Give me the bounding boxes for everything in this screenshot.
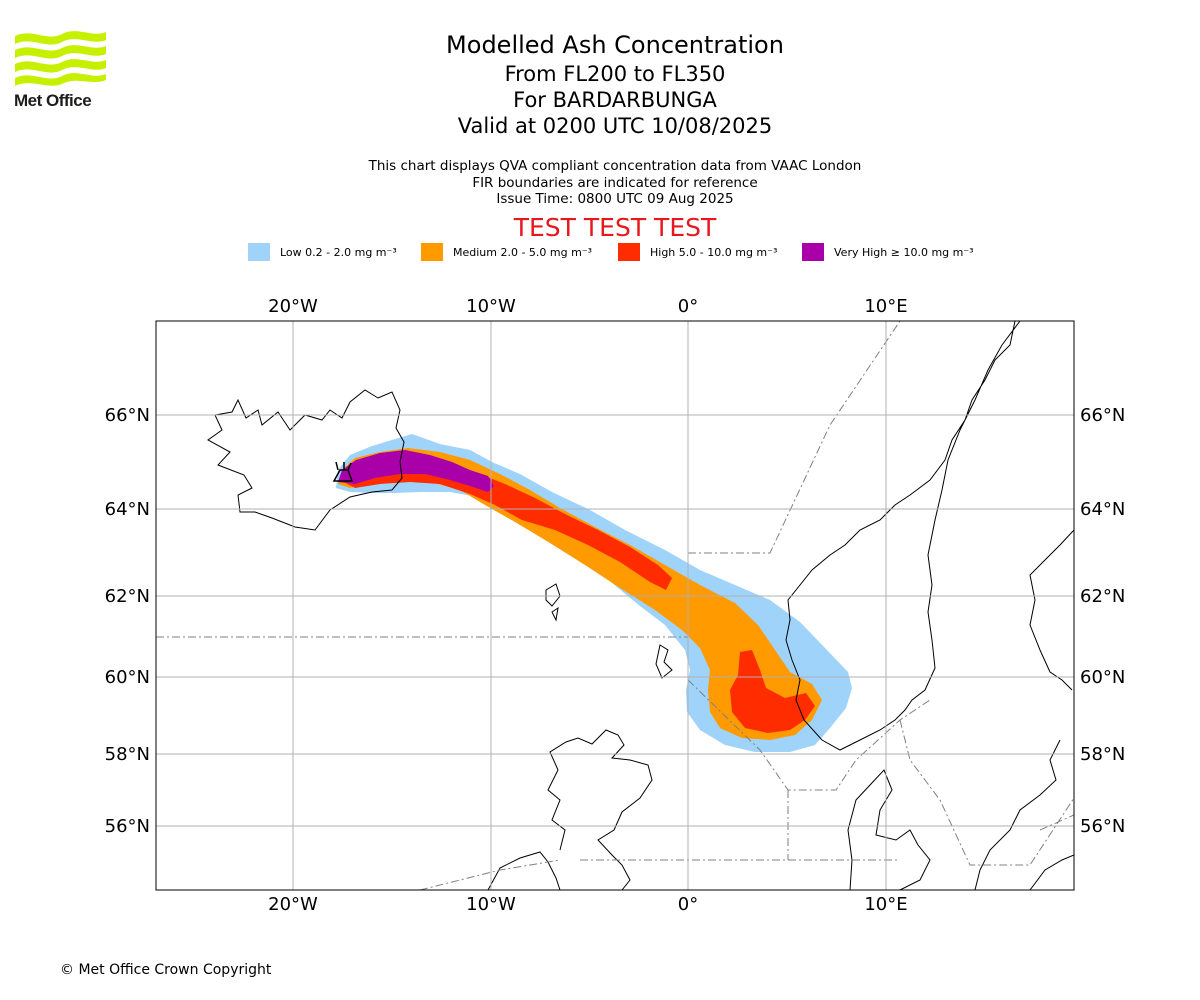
legend-item-very-high: Very High ≥ 10.0 mg m⁻³ [802,243,974,261]
map-frame [155,320,1075,891]
fir-boundary-baltic [899,719,1074,866]
lon-label-bottom-10w: 10°W [466,894,516,915]
chart-title: Modelled Ash Concentration [446,31,784,59]
lat-label-left-58n: 58°N [105,744,150,765]
note-line-3: Issue Time: 0800 UTC 09 Aug 2025 [496,191,734,207]
copyright: © Met Office Crown Copyright [60,962,272,978]
ireland-coastline [487,851,561,890]
legend-swatch-high [618,243,640,261]
sweden-coastline [974,529,1074,890]
valid-time: Valid at 0200 UTC 10/08/2025 [457,114,773,138]
legend-item-low: Low 0.2 - 2.0 mg m⁻³ [248,243,397,261]
denmark-coastline [847,769,931,890]
lat-label-left-62n: 62°N [105,586,150,607]
lat-label-left-64n: 64°N [105,499,150,520]
legend-swatch-medium [421,243,443,261]
logo-text: Met Office [14,91,92,110]
volcano-name: For BARDARBUNGA [513,88,717,112]
lon-label-bottom-10e: 10°E [864,894,907,915]
notes: This chart displays QVA compliant concen… [0,158,1200,208]
legend-item-high: High 5.0 - 10.0 mg m⁻³ [618,243,777,261]
legend-label-very-high: Very High ≥ 10.0 mg m⁻³ [834,245,974,259]
met-office-logo [15,31,106,86]
lat-label-left-66n: 66°N [105,405,150,426]
baltic-coastline [1029,854,1074,890]
lat-label-left-56n: 56°N [105,816,150,837]
lon-label-top-10e: 10°E [864,296,907,317]
volcano-icon [332,461,354,482]
lon-label-top-0: 0° [678,296,698,317]
legend-label-medium: Medium 2.0 - 5.0 mg m⁻³ [453,245,593,259]
level-range: From FL200 to FL350 [504,62,726,86]
note-line-2: FIR boundaries are indicated for referen… [472,174,758,191]
lon-label-top-10w: 10°W [466,296,516,317]
lat-label-right-58n: 58°N [1080,744,1125,765]
fir-boundary-norway [688,321,901,554]
title-block: Modelled Ash Concentration From FL200 to… [0,30,1200,139]
legend-label-low: Low 0.2 - 2.0 mg m⁻³ [280,245,397,259]
shetland-coastline [655,644,673,679]
lat-label-right-56n: 56°N [1080,816,1125,837]
legend-swatch-low [248,243,270,261]
legend-label-high: High 5.0 - 10.0 mg m⁻³ [650,245,778,259]
scotland-coastline [547,729,653,890]
legend-item-medium: Medium 2.0 - 5.0 mg m⁻³ [421,243,592,261]
lat-label-right-62n: 62°N [1080,586,1125,607]
lon-label-top-20w: 20°W [268,296,318,317]
lon-label-bottom-20w: 20°W [268,894,318,915]
ash-high-region-south [730,650,815,733]
lat-label-right-60n: 60°N [1080,667,1125,688]
norway-coastline [785,321,1021,751]
lat-label-left-60n: 60°N [105,667,150,688]
note-line-1: This chart displays QVA compliant concen… [368,158,862,174]
fir-boundary-south [419,790,900,890]
legend-swatch-very-high [802,243,824,261]
faroe-islands [545,583,561,622]
test-banner: TEST TEST TEST [513,213,717,242]
lat-label-right-66n: 66°N [1080,405,1125,426]
legend: Low 0.2 - 2.0 mg m⁻³ Medium 2.0 - 5.0 mg… [0,243,1200,265]
lon-label-bottom-0: 0° [678,894,698,915]
lat-label-right-64n: 64°N [1080,499,1125,520]
iceland-coastline [207,389,405,531]
ash-very-high-region [338,450,494,492]
